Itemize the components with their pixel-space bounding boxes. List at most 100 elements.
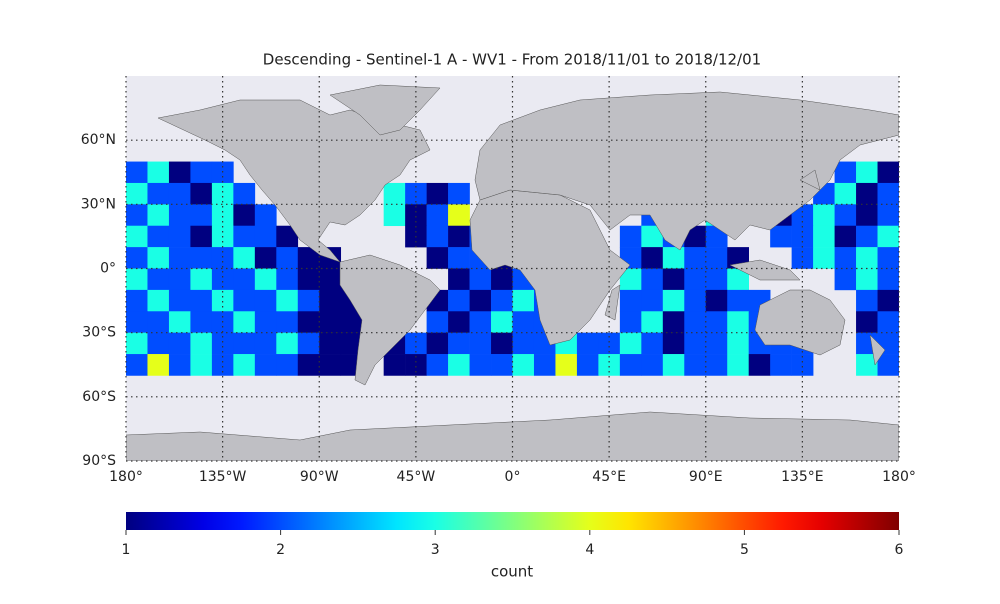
africa	[469, 189, 631, 346]
cell	[834, 268, 857, 291]
cell	[619, 268, 642, 291]
cell	[791, 247, 814, 269]
cell	[383, 204, 406, 227]
cell	[877, 311, 899, 333]
cell	[126, 268, 148, 291]
cell	[512, 289, 535, 312]
land	[126, 84, 899, 461]
cell	[491, 354, 513, 376]
cell	[297, 247, 320, 269]
cell	[168, 204, 191, 227]
x-tick-label: 45°W	[397, 469, 436, 485]
cell	[168, 332, 191, 355]
cell	[126, 204, 148, 227]
cell	[856, 354, 878, 376]
cell	[813, 247, 835, 269]
cell	[770, 225, 792, 248]
cell	[190, 161, 213, 184]
cell	[641, 268, 664, 291]
colorbar-label: count	[491, 563, 533, 581]
cell	[168, 268, 191, 291]
cell	[469, 354, 492, 376]
cell	[662, 311, 685, 333]
cell	[576, 332, 599, 355]
cell	[448, 204, 470, 227]
cell	[619, 289, 642, 312]
cell	[684, 354, 707, 376]
cell	[491, 311, 513, 333]
cell	[576, 354, 599, 376]
cell	[448, 247, 470, 269]
cell	[426, 225, 449, 248]
cell	[426, 354, 449, 376]
cell	[512, 332, 535, 355]
cell	[641, 332, 664, 355]
cell	[619, 332, 642, 355]
cell	[448, 182, 470, 205]
cell	[126, 225, 148, 248]
cell	[856, 268, 878, 291]
cell	[233, 225, 256, 248]
cell	[276, 354, 299, 376]
cell	[233, 247, 256, 269]
cell	[233, 289, 256, 312]
cell	[168, 161, 191, 184]
chart-title: Descending - Sentinel-1 A - WV1 - From 2…	[263, 51, 761, 69]
cell	[190, 247, 213, 269]
cell	[877, 268, 899, 291]
cell	[877, 225, 899, 248]
cell	[319, 354, 342, 376]
cell	[834, 204, 857, 227]
cell	[297, 354, 320, 376]
cell	[448, 289, 470, 312]
cell	[297, 311, 320, 333]
cell	[834, 182, 857, 205]
cell	[190, 289, 213, 312]
cell	[147, 247, 170, 269]
colorbar-tick-label: 5	[740, 542, 749, 558]
cell	[211, 268, 234, 291]
x-tick-label: 0°	[505, 469, 521, 485]
cell	[684, 332, 707, 355]
cell	[512, 311, 535, 333]
cell	[211, 247, 234, 269]
colorbar-tick-label: 4	[585, 542, 594, 558]
x-tick-label: 90°E	[689, 469, 723, 485]
cell	[619, 311, 642, 333]
cell	[684, 225, 707, 248]
cell	[254, 225, 277, 248]
cell	[254, 311, 277, 333]
cell	[147, 311, 170, 333]
colorbar	[126, 512, 899, 530]
cell	[211, 182, 234, 205]
cell	[233, 204, 256, 227]
cell	[319, 332, 342, 355]
cell	[662, 332, 685, 355]
cell	[168, 311, 191, 333]
cell	[705, 332, 728, 355]
y-tick-label: 30°S	[82, 325, 116, 341]
y-tick-label: 0°	[100, 261, 116, 277]
x-tick-label: 135°E	[781, 469, 824, 485]
cell	[190, 268, 213, 291]
cell	[426, 332, 449, 355]
x-tick-label: 180°	[882, 469, 916, 485]
cell	[491, 268, 513, 291]
cell	[254, 332, 277, 355]
cell	[383, 354, 406, 376]
indonesia	[729, 259, 801, 281]
cell	[770, 354, 792, 376]
cell	[684, 247, 707, 269]
x-tick-label: 180°	[109, 469, 143, 485]
y-tick-label: 30°N	[81, 196, 116, 212]
cell	[727, 289, 749, 312]
cell	[533, 354, 556, 376]
cell	[491, 332, 513, 355]
greenland	[329, 84, 441, 136]
cell	[727, 268, 749, 291]
cell	[297, 332, 320, 355]
cell	[168, 247, 191, 269]
cell	[641, 354, 664, 376]
cell	[340, 311, 363, 333]
cell	[190, 354, 213, 376]
